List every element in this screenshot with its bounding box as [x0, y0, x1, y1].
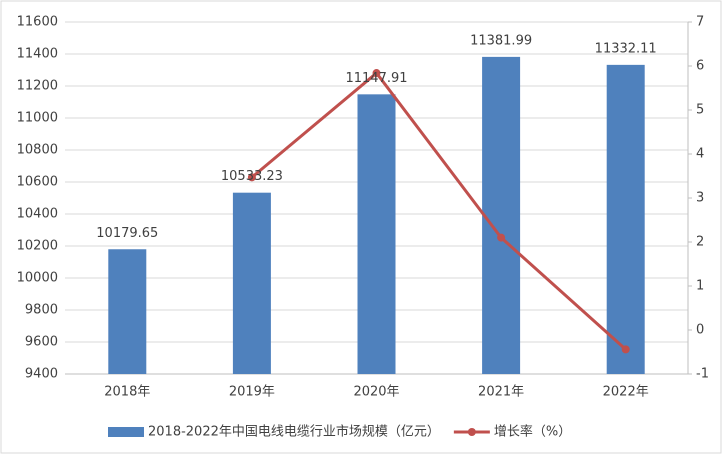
y-tick-label: 9600: [25, 335, 58, 350]
bar: [232, 192, 271, 374]
data-label: 10533.23: [221, 169, 283, 184]
x-tick-label: 2021年: [478, 385, 524, 400]
y2-tick-label: 7: [696, 15, 704, 30]
y-tick-label: 10400: [17, 207, 58, 222]
data-label: 11332.11: [595, 41, 657, 56]
line-marker: [247, 173, 256, 182]
y2-tick-label: 1: [696, 279, 704, 294]
bar: [482, 56, 521, 375]
legend-marker: [467, 428, 476, 436]
y2-tick-label: 0: [696, 323, 704, 338]
x-tick-label: 2020年: [353, 385, 399, 400]
data-label: 11147.91: [345, 71, 407, 86]
y-tick-label: 9800: [25, 303, 58, 318]
y-tick-label: 11400: [17, 47, 58, 62]
y-tick-label: 10600: [17, 175, 58, 190]
x-tick-label: 2019年: [229, 385, 275, 400]
bar: [108, 249, 147, 374]
y2-tick-label: 5: [696, 103, 704, 118]
legend-swatch: [108, 427, 144, 437]
y-tick-label: 11000: [17, 111, 58, 126]
y-tick-label: 11600: [17, 15, 58, 30]
y2-tick-label: 4: [696, 147, 704, 162]
y-tick-label: 11200: [17, 79, 58, 94]
legend-label: 增长率（%）: [494, 424, 571, 440]
line-marker: [621, 345, 630, 354]
x-tick-label: 2022年: [603, 385, 649, 400]
y2-tick-label: -1: [696, 367, 709, 382]
line-marker: [497, 233, 506, 242]
line-marker: [372, 69, 381, 78]
y-tick-label: 10800: [17, 143, 58, 158]
legend-label: 2018-2022年中国电线电缆行业市场规模（亿元）: [148, 424, 440, 440]
line: [250, 70, 627, 351]
bar: [357, 94, 396, 374]
y-tick-label: 10200: [17, 239, 58, 254]
y-tick-label: 9400: [25, 367, 58, 382]
y-tick-label: 10000: [17, 271, 58, 286]
y2-tick-label: 6: [696, 59, 704, 74]
y2-tick-label: 3: [696, 191, 704, 206]
x-tick-label: 2018年: [104, 385, 150, 400]
data-label: 11381.99: [470, 33, 532, 48]
y2-tick-label: 2: [696, 235, 704, 250]
data-label: 10179.65: [96, 226, 158, 241]
bar: [606, 64, 645, 374]
